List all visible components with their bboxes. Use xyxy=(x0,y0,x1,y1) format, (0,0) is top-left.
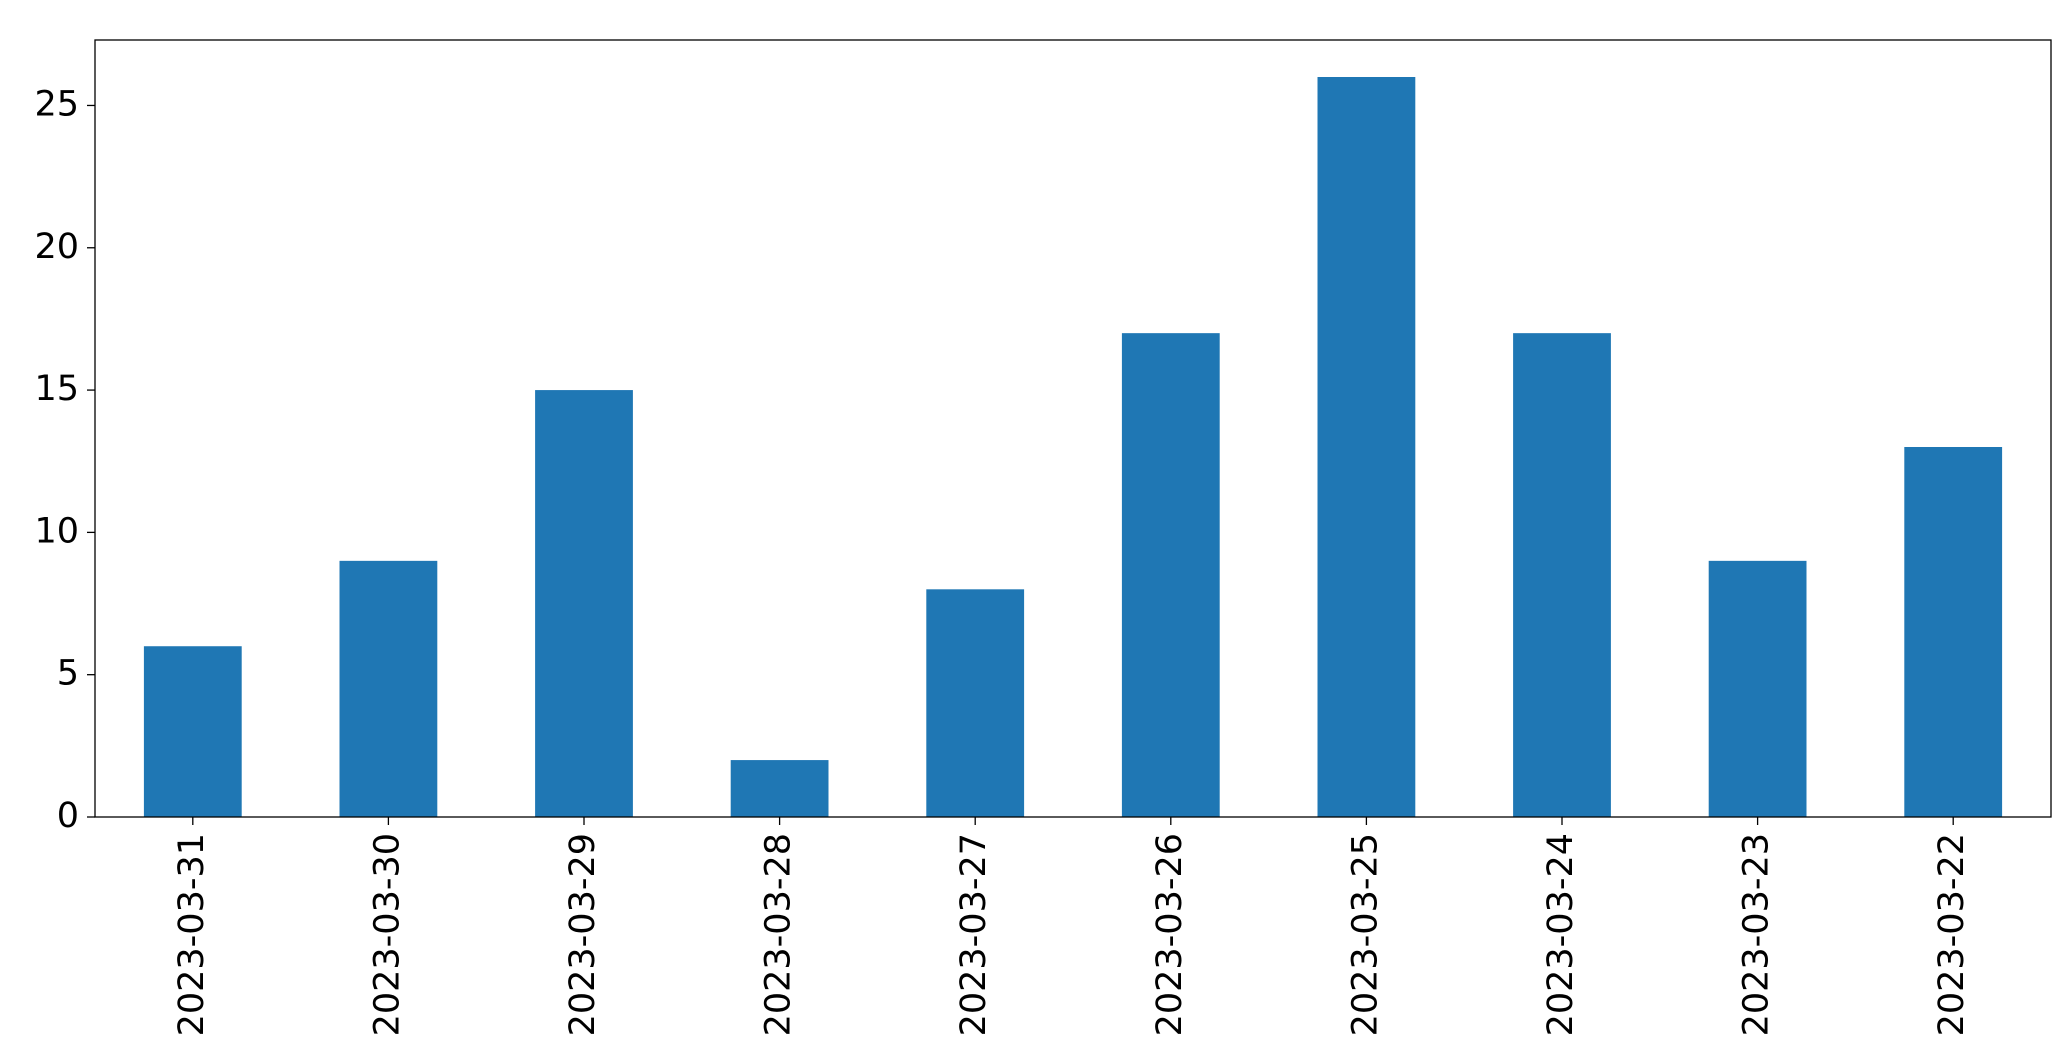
x-tick-label: 2023-03-24 xyxy=(1541,833,1581,1036)
bar xyxy=(339,560,438,817)
bar xyxy=(1513,333,1611,817)
x-tick-label: 2023-03-29 xyxy=(563,833,603,1036)
x-tick-label: 2023-03-30 xyxy=(367,833,407,1036)
bar xyxy=(730,760,829,817)
x-tick-label: 2023-03-25 xyxy=(1345,833,1385,1036)
plot-frame xyxy=(94,39,2052,818)
x-tick-label: 2023-03-31 xyxy=(172,833,212,1036)
x-tick-label: 2023-03-22 xyxy=(1932,833,1972,1036)
bar xyxy=(926,589,1025,817)
bar xyxy=(1121,333,1220,817)
x-tick-label: 2023-03-27 xyxy=(954,833,994,1036)
x-tick-label: 2023-03-26 xyxy=(1150,833,1190,1036)
x-tick-label: 2023-03-23 xyxy=(1737,833,1777,1036)
bar xyxy=(1317,77,1416,817)
bar xyxy=(1708,560,1807,817)
y-tick-label: 25 xyxy=(34,84,79,124)
y-tick-label: 5 xyxy=(57,654,79,694)
bar xyxy=(535,390,633,817)
y-tick-label: 15 xyxy=(34,369,79,409)
x-tick-label: 2023-03-28 xyxy=(759,833,799,1036)
bar xyxy=(1904,447,2003,817)
y-tick-label: 10 xyxy=(34,511,79,551)
y-tick-label: 0 xyxy=(57,796,79,836)
y-tick-label: 20 xyxy=(34,227,79,267)
bar xyxy=(143,646,242,817)
